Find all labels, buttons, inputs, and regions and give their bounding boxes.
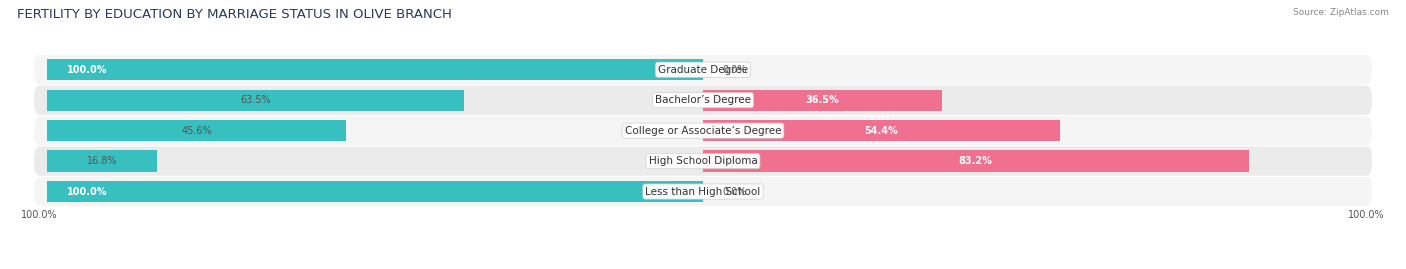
Text: 63.5%: 63.5% — [240, 95, 271, 105]
Text: 83.2%: 83.2% — [959, 156, 993, 166]
Bar — [48, 59, 703, 80]
Text: 100.0%: 100.0% — [1348, 210, 1385, 220]
Text: 16.8%: 16.8% — [87, 156, 118, 166]
FancyBboxPatch shape — [34, 116, 1372, 145]
FancyBboxPatch shape — [34, 147, 1372, 176]
Text: College or Associate’s Degree: College or Associate’s Degree — [624, 126, 782, 136]
Bar — [703, 90, 942, 111]
Text: 54.4%: 54.4% — [865, 126, 898, 136]
FancyBboxPatch shape — [34, 177, 1372, 206]
Bar — [48, 90, 464, 111]
FancyBboxPatch shape — [34, 86, 1372, 115]
Bar — [48, 181, 703, 202]
Text: Bachelor’s Degree: Bachelor’s Degree — [655, 95, 751, 105]
Bar — [48, 120, 346, 141]
Text: 45.6%: 45.6% — [181, 126, 212, 136]
Bar — [48, 150, 157, 172]
Bar — [703, 120, 1060, 141]
Text: Less than High School: Less than High School — [645, 186, 761, 197]
Text: FERTILITY BY EDUCATION BY MARRIAGE STATUS IN OLIVE BRANCH: FERTILITY BY EDUCATION BY MARRIAGE STATU… — [17, 8, 451, 21]
Text: 36.5%: 36.5% — [806, 95, 839, 105]
Text: Graduate Degree: Graduate Degree — [658, 65, 748, 75]
Text: 0.0%: 0.0% — [723, 65, 747, 75]
Text: 100.0%: 100.0% — [67, 186, 107, 197]
Text: 0.0%: 0.0% — [723, 186, 747, 197]
FancyBboxPatch shape — [34, 55, 1372, 84]
Text: High School Diploma: High School Diploma — [648, 156, 758, 166]
Text: Source: ZipAtlas.com: Source: ZipAtlas.com — [1294, 8, 1389, 17]
Bar — [703, 150, 1249, 172]
Text: 100.0%: 100.0% — [21, 210, 58, 220]
Text: 100.0%: 100.0% — [67, 65, 107, 75]
